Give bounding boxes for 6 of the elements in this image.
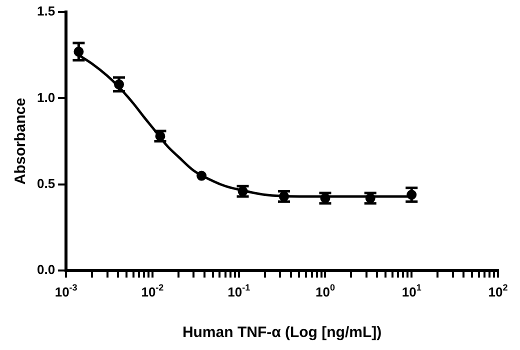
y-tick-label: 1.0	[36, 90, 56, 105]
y-tick-label: 0.0	[36, 262, 56, 278]
y-axis-title: Absorbance	[12, 98, 30, 185]
y-tick-label: 0.5	[36, 176, 56, 191]
x-axis-title: Human TNF-α (Log [ng/mL])	[182, 324, 382, 342]
y-tick-label: 1.5	[36, 4, 56, 19]
